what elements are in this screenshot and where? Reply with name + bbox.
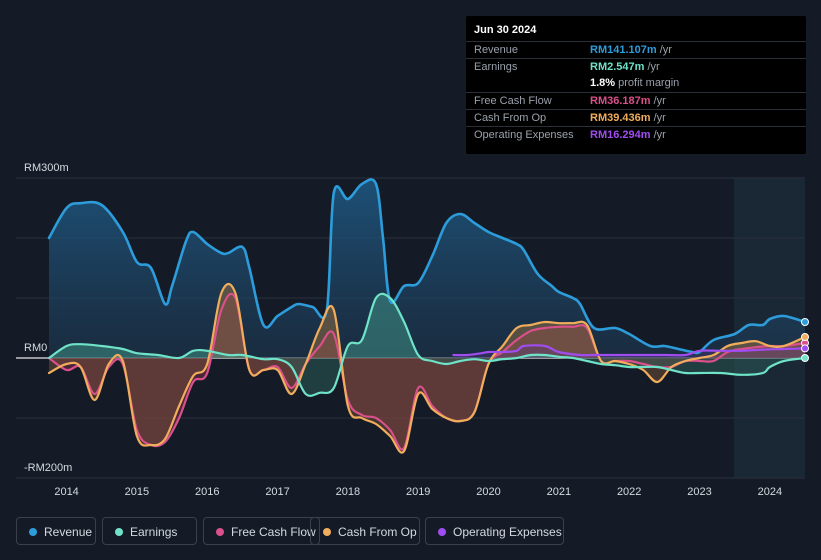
tooltip-date: Jun 30 2024 bbox=[474, 24, 537, 36]
x-tick-label: 2024 bbox=[758, 486, 782, 498]
tooltip-unit: /yr bbox=[653, 112, 666, 124]
tooltip-unit: /yr bbox=[659, 44, 672, 56]
x-tick-label: 2015 bbox=[125, 486, 149, 498]
x-tick-label: 2016 bbox=[195, 486, 219, 498]
tooltip-label: Cash From Op bbox=[474, 112, 547, 124]
legend-dot-icon bbox=[438, 528, 446, 536]
legend-cash-from-op[interactable]: Cash From Op bbox=[310, 517, 420, 545]
tooltip-label: Operating Expenses bbox=[474, 129, 574, 141]
x-axis-ticks: 2014 2015 2016 2017 2018 2019 2020 2021 2022 2023… bbox=[54, 486, 782, 498]
y-tick-label: -RM200m bbox=[24, 462, 72, 474]
legend-label: Free Cash Flow bbox=[231, 525, 316, 539]
legend-dot-icon bbox=[323, 528, 331, 536]
tooltip-unit: /yr bbox=[653, 129, 666, 141]
x-tick-label: 2019 bbox=[406, 486, 430, 498]
tooltip-row-margin: 1.8% profit margin bbox=[466, 75, 806, 92]
operating-expenses-endpoint bbox=[801, 344, 809, 353]
legend-label: Earnings bbox=[130, 525, 178, 539]
tooltip-label: Earnings bbox=[474, 61, 518, 73]
earnings-area-negative bbox=[49, 358, 805, 396]
revenue-endpoint bbox=[801, 318, 809, 326]
tooltip-value: RM2.547m bbox=[590, 61, 645, 73]
tooltip-value: RM39.436m bbox=[590, 112, 651, 124]
legend-operating-expenses[interactable]: Operating Expenses bbox=[425, 517, 564, 545]
series-areas bbox=[49, 179, 805, 453]
x-tick-label: 2020 bbox=[476, 486, 500, 498]
y-axis-ticks: RM300m RM0 -RM200m bbox=[24, 162, 72, 474]
legend-free-cash-flow[interactable]: Free Cash Flow bbox=[203, 517, 320, 545]
tooltip-unit: profit margin bbox=[618, 77, 680, 89]
tooltip-unit: /yr bbox=[653, 95, 666, 107]
earnings-area-positive bbox=[49, 293, 805, 358]
legend-label: Revenue bbox=[44, 525, 93, 539]
tooltip-unit: /yr bbox=[647, 61, 660, 73]
tooltip-value: RM16.294m bbox=[590, 129, 651, 141]
tooltip-row-earnings: Earnings RM2.547m /yr bbox=[466, 58, 806, 76]
tooltip-label: Free Cash Flow bbox=[474, 95, 552, 107]
tooltip-row-fcf: Free Cash Flow RM36.187m /yr bbox=[466, 92, 806, 110]
legend-label: Operating Expenses bbox=[453, 525, 562, 539]
cash-from-op-area-negative bbox=[49, 358, 805, 453]
cash-from-op-endpoint bbox=[801, 333, 809, 341]
x-tick-label: 2022 bbox=[617, 486, 641, 498]
cash-from-op-line bbox=[47, 282, 807, 454]
tooltip-row-cfo: Cash From Op RM39.436m /yr bbox=[466, 109, 806, 127]
legend-dot-icon bbox=[216, 528, 224, 536]
legend-revenue[interactable]: Revenue bbox=[16, 517, 96, 545]
earnings-line bbox=[47, 292, 807, 397]
legend-dot-icon bbox=[29, 528, 37, 536]
tooltip-value: RM36.187m bbox=[590, 95, 651, 107]
revenue-line bbox=[47, 178, 807, 355]
tooltip-value: RM141.107m bbox=[590, 44, 657, 56]
tooltip: Jun 30 2024 Revenue RM141.107m /yr Earni… bbox=[466, 16, 806, 154]
series-endpoints bbox=[801, 318, 809, 362]
y-tick-label: RM300m bbox=[24, 162, 69, 174]
x-tick-label: 2018 bbox=[336, 486, 360, 498]
x-tick-label: 2017 bbox=[265, 486, 289, 498]
tooltip-row-revenue: Revenue RM141.107m /yr bbox=[466, 41, 806, 59]
series-lines bbox=[47, 178, 807, 454]
tooltip-row-opex: Operating Expenses RM16.294m /yr bbox=[466, 126, 806, 144]
y-tick-label: RM0 bbox=[24, 342, 47, 354]
legend-label: Cash From Op bbox=[338, 525, 417, 539]
tooltip-value: 1.8% bbox=[590, 77, 616, 89]
x-tick-label: 2014 bbox=[54, 486, 78, 498]
tooltip-label: Revenue bbox=[474, 44, 519, 56]
x-tick-label: 2021 bbox=[547, 486, 571, 498]
operating-expenses-line bbox=[452, 344, 807, 357]
x-tick-label: 2023 bbox=[687, 486, 711, 498]
legend-earnings[interactable]: Earnings bbox=[102, 517, 197, 545]
legend-dot-icon bbox=[115, 528, 123, 536]
cash-from-op-area-positive bbox=[49, 283, 805, 358]
earnings-endpoint bbox=[801, 354, 809, 362]
